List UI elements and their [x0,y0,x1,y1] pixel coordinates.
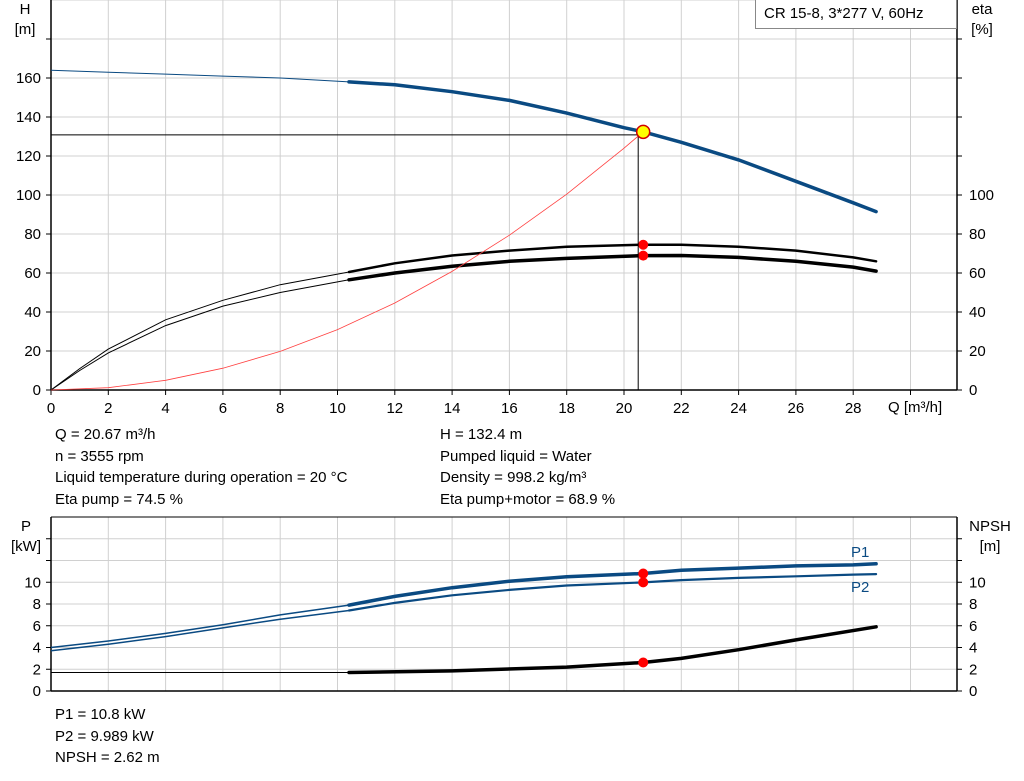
y-tick-label-left: 60 [24,265,41,282]
y-tick-label-right: 6 [969,618,977,635]
marker-eta_pump [638,239,649,250]
y-tick-label-right: 80 [969,226,986,243]
y-tick-label-right: 0 [969,382,977,399]
x-tick-label: 18 [558,400,575,417]
y-tick-label-right: 100 [969,187,994,204]
x-tick-label: 16 [501,400,518,417]
y-tick-label-left: 40 [24,304,41,321]
info-density: Density = 998.2 kg/m³ [440,469,587,486]
y-tick-label-right: 20 [969,343,986,360]
x-tick-label: 4 [161,400,169,417]
y-tick-label-right: 0 [969,683,977,700]
eta-axis-label: eta [%] [971,1,993,38]
series-NPSH [347,625,878,675]
info-p1: P1 = 10.8 kW [55,706,146,723]
marker-NPSH [638,657,649,668]
marker-P2 [638,577,649,588]
x-tick-label: 26 [788,400,805,417]
y-tick-label-right: 2 [969,661,977,678]
y-tick-label-left: 0 [33,683,41,700]
x-tick-label: 20 [616,400,633,417]
info-speed: n = 3555 rpm [55,447,144,465]
info-right: H = 132.4 m Pumped liquid = Water Densit… [440,424,615,510]
info-bottom: P1 = 10.8 kW P2 = 9.989 kW NPSH = 2.62 m [55,704,160,769]
q-axis-label: Q [m³/h] [888,399,943,416]
series-P1-extended [50,604,350,649]
info-liquid: Pumped liquid = Water [440,447,592,465]
y-tick-label-left: 100 [16,187,41,204]
y-tick-label-left: 0 [33,382,41,399]
y-tick-label-left: 8 [33,596,41,613]
x-tick-label: 8 [276,400,284,417]
y-tick-label-left: 10 [24,574,41,591]
x-tick-label: 24 [730,400,747,417]
info-p2: P2 = 9.989 kW [55,727,154,745]
info-q: Q = 20.67 m³/h [55,426,156,443]
y-tick-label-left: 20 [24,343,41,360]
y-tick-label-left: 80 [24,226,41,243]
y-tick-label-left: 4 [33,640,41,657]
series-system [50,131,644,391]
x-tick-label: 6 [219,400,227,417]
y-tick-label-right: 8 [969,596,977,613]
info-eta-pump: Eta pump = 74.5 % [55,490,183,508]
info-left: Q = 20.67 m³/h n = 3555 rpm Liquid tempe… [55,424,347,510]
marker-P1 [638,568,649,579]
x-tick-label: 0 [47,400,55,417]
y-tick-label-left: 140 [16,109,41,126]
y-tick-label-left: 120 [16,148,41,165]
y-tick-label-left: 160 [16,70,41,87]
operating-point [635,124,651,140]
x-tick-label: 14 [444,400,461,417]
info-h: H = 132.4 m [440,426,523,443]
y-tick-label-right: 60 [969,265,986,282]
y-tick-label-right: 40 [969,304,986,321]
x-tick-label: 22 [673,400,690,417]
info-temp: Liquid temperature during operation = 20… [55,469,348,486]
npsh-axis-label: NPSH [m] [969,518,1011,555]
x-tick-label: 12 [386,400,403,417]
x-tick-label: 28 [845,400,862,417]
x-tick-label: 2 [104,400,112,417]
series-eta_pump_motor-extended [50,279,350,391]
y-tick-label-left: 2 [33,661,41,678]
info-eta-total: Eta pump+motor = 68.9 % [440,490,616,508]
y-tick-label-right: 4 [969,640,977,657]
series-P2-extended [50,609,350,652]
marker-eta_pump_motor [638,250,649,261]
p1-series-label: P1 [851,544,870,561]
p2-series-label: P2 [851,579,870,596]
y-tick-label-right: 10 [969,574,986,591]
series-head [347,80,878,214]
series-eta_pump-extended [50,271,350,391]
x-tick-label: 10 [329,400,346,417]
h-axis-label: H [m] [14,1,36,38]
y-tick-label-left: 6 [33,618,41,635]
p-axis-label: P [kW] [11,518,41,555]
legend-box: CR 15-8, 3*277 V, 60Hz [755,0,957,29]
info-npsh: NPSH = 2.62 m [55,749,160,766]
series-head-extended [50,69,350,83]
